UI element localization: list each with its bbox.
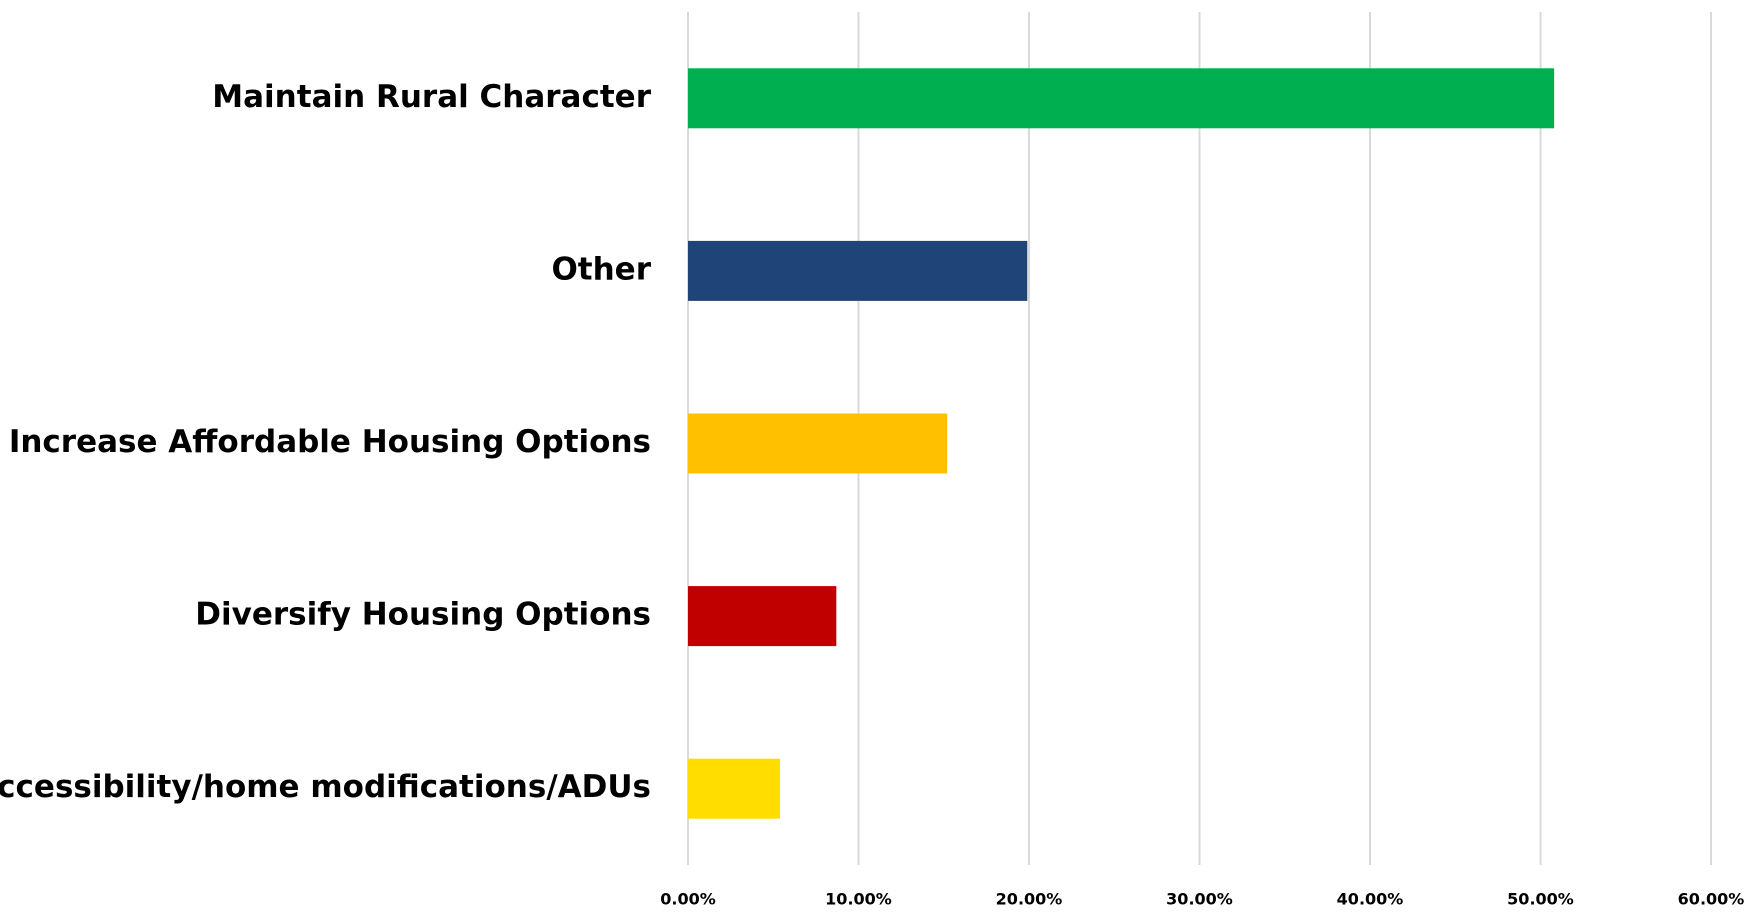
x-tick-label: 20.00% xyxy=(996,890,1063,909)
bar xyxy=(688,240,1028,301)
y-tick-label: Accessibility/home modifications/ADUs xyxy=(0,769,651,805)
bar xyxy=(688,586,837,647)
y-tick-label: Maintain Rural Character xyxy=(212,79,651,115)
x-tick-label: 50.00% xyxy=(1507,890,1574,909)
x-tick-label: 60.00% xyxy=(1678,890,1745,909)
bar xyxy=(688,758,781,819)
y-tick-label: Increase Affordable Housing Options xyxy=(9,424,651,460)
x-tick-label: 40.00% xyxy=(1337,890,1404,909)
y-tick-label: Diversify Housing Options xyxy=(195,597,651,633)
x-tick-label: 0.00% xyxy=(660,890,716,909)
bar xyxy=(688,68,1555,129)
x-tick-label: 10.00% xyxy=(825,890,892,909)
bar xyxy=(688,413,948,474)
x-tick-label: 30.00% xyxy=(1166,890,1233,909)
y-tick-label: Other xyxy=(551,251,651,287)
